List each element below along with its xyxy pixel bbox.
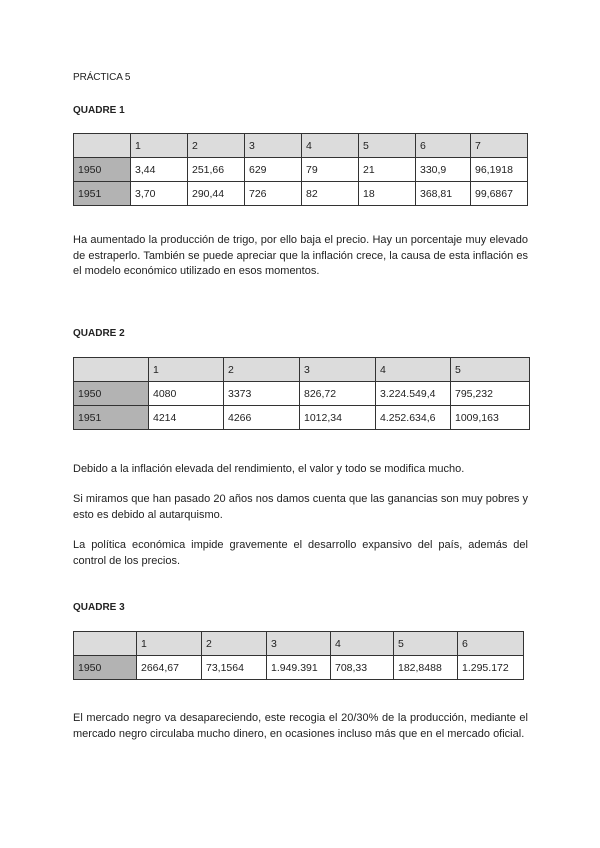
column-header: 3	[266, 631, 331, 656]
column-header: 2	[223, 357, 300, 382]
value-cell: 330,9	[415, 157, 471, 182]
column-header: 3	[244, 133, 302, 158]
value-cell: 1012,34	[299, 405, 376, 430]
column-header: 5	[450, 357, 530, 382]
quadre-1-table: 1 2 3 4 5 6 7 1950 3,44 251,66 629 79 21 330,9 96,1918…	[73, 133, 528, 206]
value-cell: 726	[244, 181, 302, 206]
column-header: 4	[301, 133, 359, 158]
value-cell: 1.949.391	[266, 655, 331, 680]
value-cell: 96,1918	[470, 157, 528, 182]
value-cell: 290,44	[187, 181, 245, 206]
column-header: 2	[187, 133, 245, 158]
value-cell: 1009,163	[450, 405, 530, 430]
year-cell: 1950	[73, 655, 137, 680]
quadre-2-table: 1 2 3 4 5 1950 4080 3373 826,72 3.224.549,4 795,23…	[73, 357, 530, 430]
value-cell: 4266	[223, 405, 300, 430]
value-cell: 3.224.549,4	[375, 381, 451, 406]
value-cell: 368,81	[415, 181, 471, 206]
value-cell: 251,66	[187, 157, 245, 182]
value-cell: 3373	[223, 381, 300, 406]
value-cell: 1.295.172	[457, 655, 524, 680]
corner-cell	[73, 357, 149, 382]
quadre-2-paragraph-2: Si miramos que han pasado 20 años nos da…	[73, 493, 528, 521]
value-cell: 3,44	[130, 157, 188, 182]
value-cell: 99,6867	[470, 181, 528, 206]
table-row: 1950 2664,67 73,1564 1.949.391 708,33 182,848…	[73, 655, 524, 680]
column-header: 5	[393, 631, 458, 656]
value-cell: 4214	[148, 405, 224, 430]
year-cell: 1951	[73, 181, 131, 206]
value-cell: 182,8488	[393, 655, 458, 680]
column-header: 1	[136, 631, 202, 656]
column-header: 7	[470, 133, 528, 158]
value-cell: 2664,67	[136, 655, 202, 680]
year-cell: 1950	[73, 381, 149, 406]
column-header: 4	[375, 357, 451, 382]
value-cell: 4080	[148, 381, 224, 406]
value-cell: 21	[358, 157, 416, 182]
column-header: 1	[148, 357, 224, 382]
value-cell: 826,72	[299, 381, 376, 406]
year-cell: 1950	[73, 157, 131, 182]
table-row: 1950 3,44 251,66 629 79 21 330,9 96,1918	[73, 157, 528, 182]
value-cell: 629	[244, 157, 302, 182]
column-header: 2	[201, 631, 267, 656]
quadre-1-heading: QUADRE 1	[73, 105, 125, 116]
value-cell: 18	[358, 181, 416, 206]
column-header: 4	[330, 631, 394, 656]
quadre-2-paragraph-1: Debido a la inflación elevada del rendim…	[73, 463, 465, 475]
value-cell: 708,33	[330, 655, 394, 680]
column-header: 1	[130, 133, 188, 158]
value-cell: 79	[301, 157, 359, 182]
column-header: 6	[415, 133, 471, 158]
quadre-3-table: 1 2 3 4 5 6 1950 2664,67 73,1564 1.949.391 708,33 1…	[73, 631, 524, 680]
column-header: 3	[299, 357, 376, 382]
column-header: 5	[358, 133, 416, 158]
value-cell: 4.252.634,6	[375, 405, 451, 430]
corner-cell	[73, 631, 137, 656]
quadre-3-paragraph: El mercado negro va desapareciendo, este…	[73, 712, 528, 740]
value-cell: 82	[301, 181, 359, 206]
document-title: PRÁCTICA 5	[73, 72, 131, 83]
value-cell: 3,70	[130, 181, 188, 206]
quadre-2-paragraph-3: La política económica impide gravemente …	[73, 539, 528, 567]
quadre-3-heading: QUADRE 3	[73, 602, 125, 613]
value-cell: 795,232	[450, 381, 530, 406]
table-row: 1950 4080 3373 826,72 3.224.549,4 795,232	[73, 381, 530, 406]
quadre-2-heading: QUADRE 2	[73, 328, 125, 339]
column-header: 6	[457, 631, 524, 656]
corner-cell	[73, 133, 131, 158]
year-cell: 1951	[73, 405, 149, 430]
value-cell: 73,1564	[201, 655, 267, 680]
table-row: 1951 4214 4266 1012,34 4.252.634,6 1009,163	[73, 405, 530, 430]
quadre-1-paragraph: Ha aumentado la producción de trigo, por…	[73, 234, 528, 277]
table-row: 1951 3,70 290,44 726 82 18 368,81 99,6867	[73, 181, 528, 206]
